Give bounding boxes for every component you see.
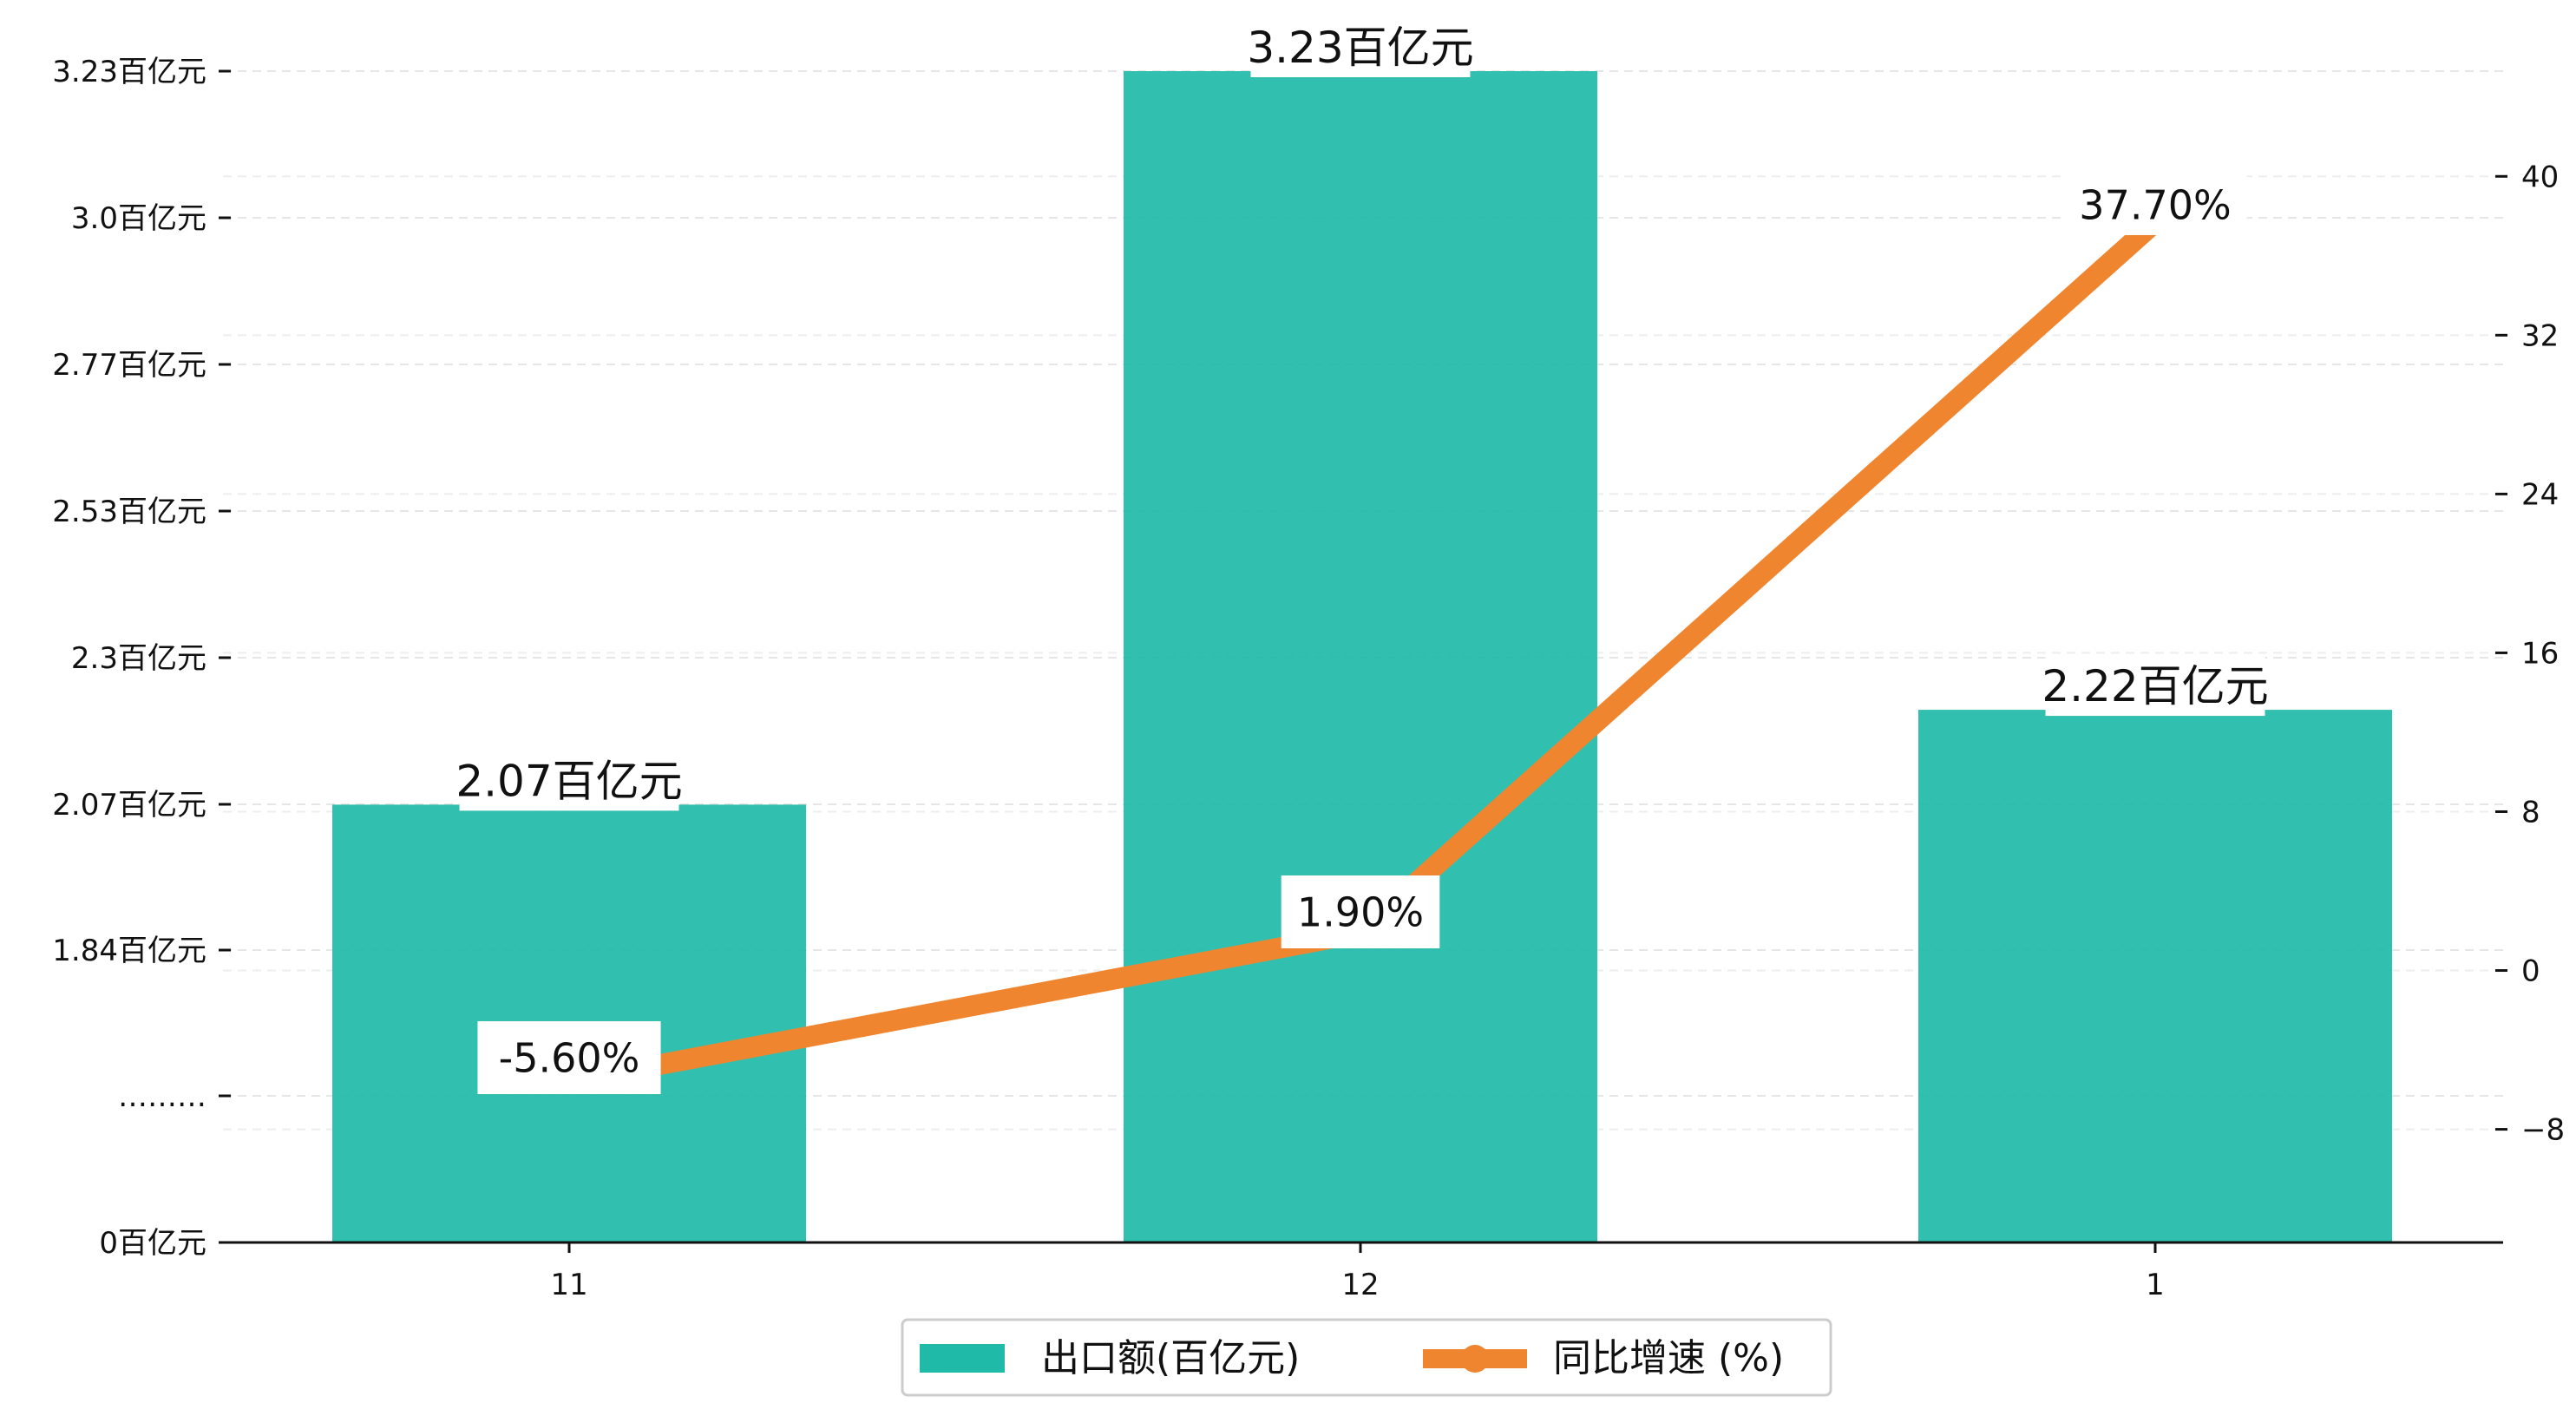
bar-value-label: 3.23百亿元: [1247, 23, 1473, 73]
bar: [1124, 71, 1597, 1242]
x-tick-label: 1: [2146, 1268, 2165, 1302]
right-tick-label: 8: [2521, 795, 2540, 829]
left-tick-label: 1.84百亿元: [52, 934, 206, 968]
growth-value-label-bg: [477, 1021, 661, 1094]
left-tick-label: 2.53百亿元: [52, 495, 206, 529]
legend-swatch-marker: [1461, 1345, 1489, 1373]
right-tick-label: 16: [2521, 636, 2559, 671]
right-tick-label: 40: [2521, 160, 2559, 194]
left-tick-label: 0百亿元: [99, 1226, 206, 1261]
data-labels: 2.07百亿元 3.23百亿元 2.22百亿元 -5.60% 1.90% 37.70%: [456, 16, 2269, 1094]
legend: 出口额(百亿元) 同比增速 (%): [901, 1318, 1832, 1397]
legend-swatch-bar: [920, 1344, 1005, 1373]
growth-value-label: 37.70%: [2079, 182, 2231, 229]
legend-label-line: 同比增速 (%): [1553, 1336, 1784, 1380]
growth-value-label-bg: [1281, 875, 1440, 948]
bar-value-label-bg: [2045, 655, 2265, 717]
left-tick-label: 3.0百亿元: [71, 201, 206, 236]
growth-value-label: 1.90%: [1297, 889, 1424, 936]
axes: 0百亿元 ……… 1.84百亿元 2.07百亿元 2.3百亿元 2.53百亿元 2.77百亿…: [52, 55, 2565, 1302]
left-tick-label: 2.07百亿元: [52, 788, 206, 823]
bar-value-label-bg: [1250, 16, 1471, 77]
bar-value-label: 2.22百亿元: [2042, 661, 2268, 711]
left-tick-label: 3.23百亿元: [52, 55, 206, 89]
growth-value-label-bg: [2063, 174, 2247, 235]
growth-value-label: -5.60%: [499, 1035, 640, 1082]
left-tick-label: 2.3百亿元: [71, 641, 206, 676]
legend-box: [901, 1318, 1832, 1397]
bar: [1918, 710, 2392, 1242]
left-tick-label: ………: [118, 1079, 206, 1114]
bar-series: [332, 71, 2392, 1242]
left-tick-label: 2.77百亿元: [52, 348, 206, 383]
bar-value-label-bg: [459, 750, 679, 811]
right-tick-label: −8: [2521, 1113, 2565, 1148]
right-tick-label: 0: [2521, 954, 2540, 989]
x-tick-label: 12: [1341, 1268, 1379, 1302]
bar-value-label: 2.07百亿元: [456, 756, 682, 806]
right-tick-label: 32: [2521, 318, 2559, 353]
legend-label-bar: 出口额(百亿元): [1041, 1336, 1300, 1380]
x-tick-label: 11: [550, 1268, 587, 1302]
right-tick-label: 24: [2521, 477, 2559, 512]
